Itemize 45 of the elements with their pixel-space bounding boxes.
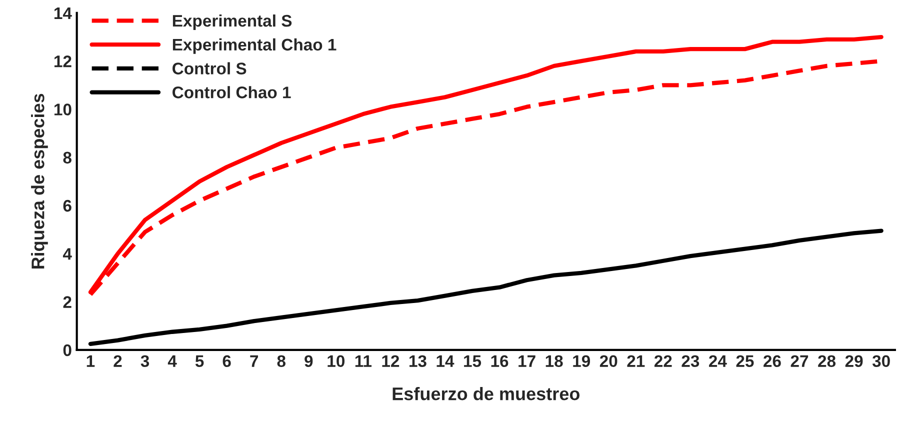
x-tick-label: 28 [818,355,836,368]
x-tick-label: 27 [790,355,808,367]
x-tick-label: 4 [168,355,177,367]
x-tick-label: 21 [627,355,645,367]
y-tick-label: 14 [54,8,72,19]
x-tick-label: 29 [845,355,863,368]
x-tick-label: 17 [518,355,536,367]
y-axis-title: Riqueza de especies [31,94,48,269]
x-tick-label: 14 [436,355,454,367]
x-tick-label: 18 [546,355,563,368]
legend-label: Experimental Chao 1 [172,38,336,54]
x-tick-label: 30 [872,355,890,368]
x-tick-label: 25 [736,355,754,368]
x-tick-label: 12 [382,355,400,367]
x-tick-label: 24 [709,355,727,367]
x-tick-label: 20 [600,355,618,368]
x-tick-label: 8 [277,355,286,368]
x-tick-label: 15 [464,355,482,368]
legend-label: Control Chao 1 [172,86,291,98]
x-tick-label: 7 [250,355,258,367]
y-tick-label: 2 [63,296,72,308]
y-tick-label: 6 [63,200,72,212]
legend-label: Experimental S [172,14,292,30]
y-tick-label: 4 [62,248,72,260]
x-tick-label: 26 [764,355,781,368]
y-tick-label: 0 [63,344,72,356]
x-tick-label: 11 [355,355,372,367]
y-tick-label: 12 [54,56,72,68]
x-tick-label: 13 [410,355,426,368]
line-series [88,228,884,346]
x-tick-label: 3 [140,355,150,368]
legend-label: Control S [172,62,246,74]
x-tick-label: 2 [114,355,122,367]
x-tick-label: 1 [86,355,95,367]
x-tick-label: 22 [654,355,672,367]
x-tick-label: 19 [573,355,590,368]
x-axis-title: Esfuerzo de muestreo [392,386,580,400]
x-tick-label: 23 [682,355,700,368]
x-tick-label: 6 [222,355,231,368]
x-tick-label: 9 [304,355,313,368]
y-tick-label: 10 [54,104,72,116]
y-tick-label: 8 [63,152,72,164]
x-tick-label: 16 [491,355,508,368]
x-tick-label: 10 [328,355,344,368]
x-tick-label: 5 [195,355,204,368]
